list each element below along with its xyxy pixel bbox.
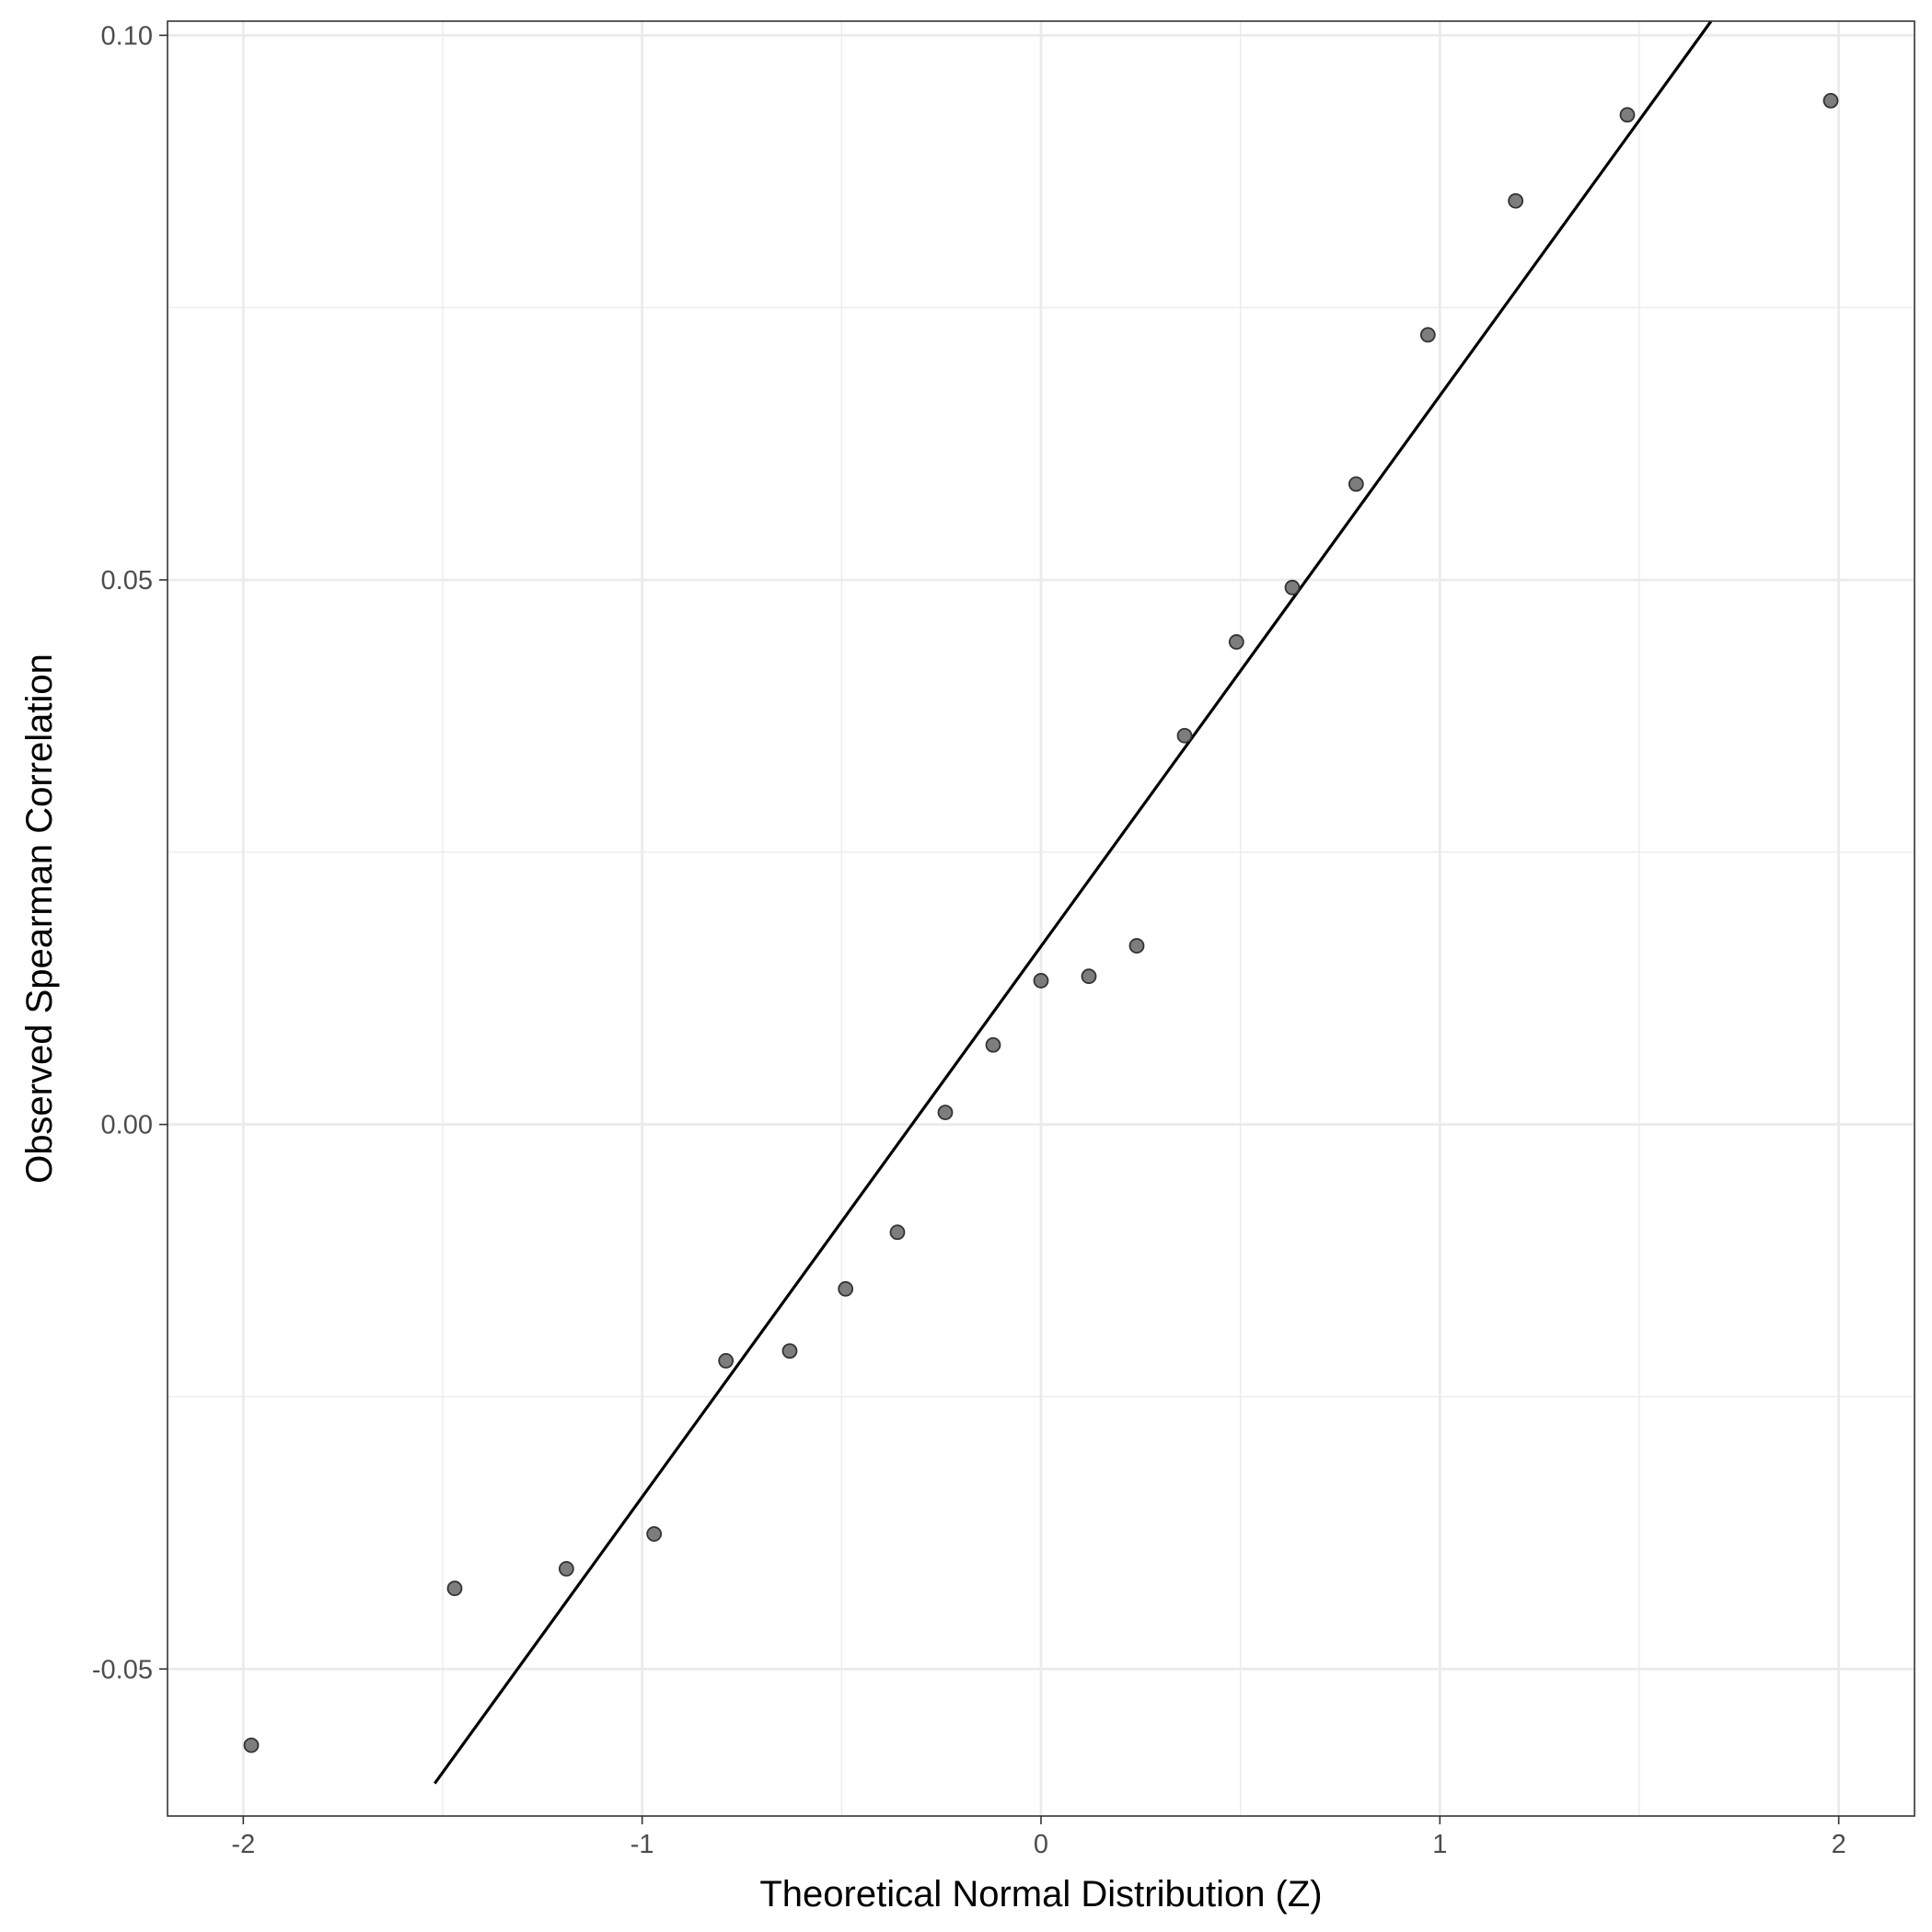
data-point <box>1348 476 1364 492</box>
data-point <box>1284 579 1301 596</box>
data-point <box>1228 634 1244 650</box>
data-point <box>1081 968 1097 985</box>
data-point <box>243 1737 260 1753</box>
x-tick-label: -2 <box>231 1830 255 1859</box>
x-axis-title: Theoretical Normal Distribution (Z) <box>759 1874 1322 1915</box>
data-point <box>1619 107 1636 123</box>
y-tick-label: 0.10 <box>101 21 153 51</box>
x-axis-ticks: -2 -1 0 1 2 <box>231 1816 1846 1859</box>
y-axis-ticks: -0.05 0.00 0.05 0.10 <box>92 21 168 1684</box>
reference-line-group <box>434 20 1713 1785</box>
x-tick-label: 2 <box>1832 1830 1846 1859</box>
data-point <box>889 1224 906 1241</box>
x-tick-label: 0 <box>1034 1830 1048 1859</box>
data-point <box>838 1280 854 1297</box>
major-gridlines <box>168 21 1915 1816</box>
data-point <box>985 1036 1001 1053</box>
data-point <box>1176 727 1193 744</box>
data-point <box>937 1105 954 1121</box>
data-point <box>718 1353 735 1369</box>
y-axis-title: Observed Spearman Correlation <box>19 654 60 1184</box>
y-tick-label: 0.05 <box>101 566 153 596</box>
data-point <box>558 1561 574 1577</box>
data-point <box>446 1580 463 1597</box>
data-point <box>646 1526 663 1542</box>
data-point <box>1033 973 1049 989</box>
data-point <box>1128 938 1145 954</box>
y-tick-label: -0.05 <box>92 1655 153 1684</box>
data-point <box>781 1343 798 1359</box>
data-point <box>1508 192 1524 209</box>
y-tick-label: 0.00 <box>101 1111 153 1140</box>
data-point <box>1822 92 1839 109</box>
x-tick-label: 1 <box>1432 1830 1447 1859</box>
reference-line <box>434 20 1713 1785</box>
data-point <box>1419 327 1436 343</box>
data-points <box>243 92 1839 1753</box>
x-tick-label: -1 <box>631 1830 654 1859</box>
